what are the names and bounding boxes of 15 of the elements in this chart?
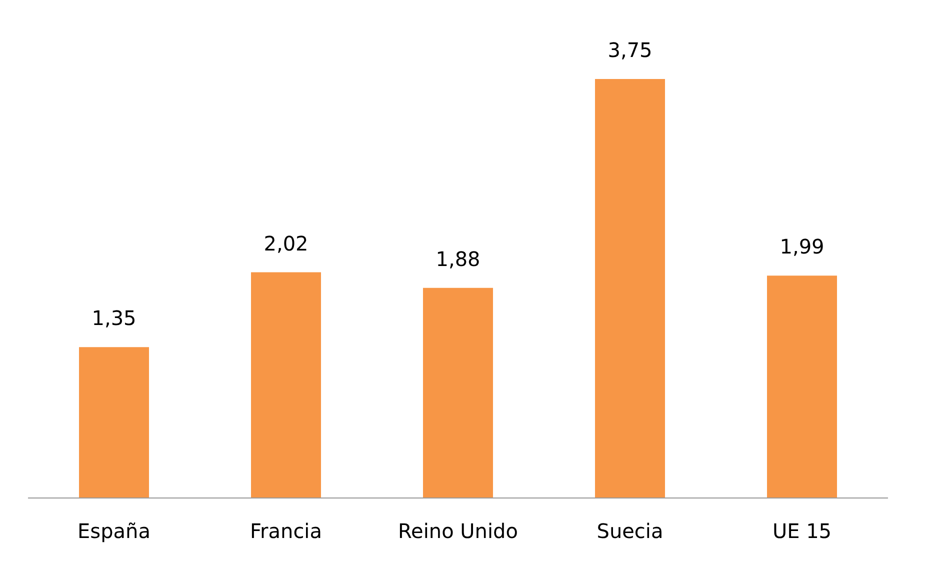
data-label: 1,88	[436, 246, 480, 271]
data-label: 1,99	[780, 234, 824, 259]
data-label: 2,02	[264, 231, 308, 256]
data-label: 3,75	[608, 38, 652, 62]
bar	[79, 347, 149, 498]
x-tick-label: UE 15	[772, 519, 832, 544]
x-tick-label: España	[78, 519, 150, 544]
data-label: 1,35	[92, 306, 136, 330]
bar	[595, 78, 665, 498]
bar	[767, 276, 837, 498]
x-tick-label: Suecia	[596, 519, 664, 544]
bar	[423, 288, 493, 498]
bar	[251, 272, 321, 498]
x-tick-label: Reino Unido	[398, 519, 518, 544]
x-tick-label: Francia	[250, 519, 322, 544]
